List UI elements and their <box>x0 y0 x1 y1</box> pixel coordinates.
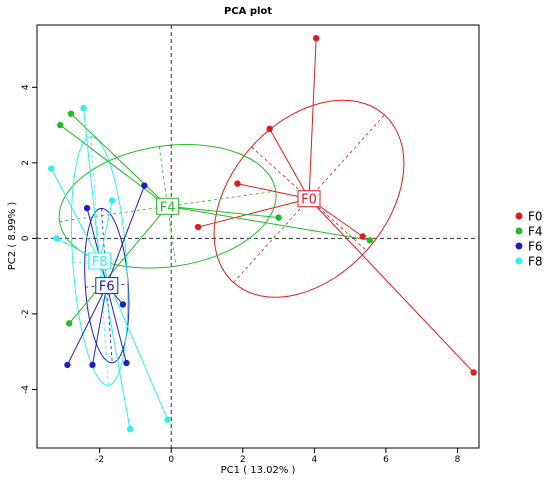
y-tick-label: 0 <box>21 235 31 241</box>
connector-f6 <box>106 185 145 286</box>
x-tick-label: 4 <box>312 455 318 465</box>
point-f8 <box>80 104 87 112</box>
ellipse-layer <box>58 99 405 386</box>
connector-f6 <box>86 208 108 286</box>
x-tick-label: 0 <box>168 455 174 465</box>
centroid-box-f4 <box>156 197 180 215</box>
legend-marker-f4 <box>515 227 523 235</box>
point-layer <box>48 35 477 433</box>
connector-f0 <box>308 38 317 199</box>
connector-f6 <box>66 285 108 366</box>
point-f4 <box>366 237 374 244</box>
x-tick-label: 8 <box>455 455 461 465</box>
point-f6 <box>123 359 130 367</box>
point-f4 <box>275 214 282 221</box>
chart-title: PCA plot <box>224 6 272 17</box>
ellipse-minor-axis-f6 <box>100 208 113 363</box>
legend-marker-f6 <box>515 242 523 250</box>
point-f0 <box>312 35 320 42</box>
connector-f8 <box>83 108 101 262</box>
y-tick-label: -4 <box>21 385 31 394</box>
point-f6 <box>119 301 127 308</box>
point-f6 <box>89 361 96 369</box>
legend-label-f4: F4 <box>528 225 543 239</box>
centroid-label-f8: F8 <box>92 255 108 270</box>
centroid-label-f4: F4 <box>160 200 176 215</box>
point-f8 <box>108 197 116 204</box>
point-f8 <box>164 416 171 423</box>
connector-f0 <box>269 128 310 199</box>
y-tick-label: 2 <box>21 160 31 166</box>
ellipse-minor-axis-f0 <box>251 146 367 251</box>
centroid-box-f6 <box>95 277 119 295</box>
centroid-label-layer: F0 F4 F6 F8 <box>88 190 321 295</box>
y-tick-label: -2 <box>21 309 31 318</box>
point-f6 <box>141 182 148 189</box>
centroid-box-f0 <box>297 190 321 208</box>
legend-label-f0: F0 <box>528 210 543 224</box>
point-f8 <box>53 235 60 242</box>
ellipse-major-axis-f6 <box>85 283 129 288</box>
ellipse-major-axis-f0 <box>233 114 385 283</box>
ellipse-axis-layer <box>59 114 385 386</box>
y-axis-label: PC2 ( 8.99% ) <box>7 202 18 271</box>
legend-marker-f8 <box>515 257 523 265</box>
point-f0 <box>359 233 366 240</box>
point-f0 <box>266 125 273 133</box>
plot-layers: F0 F4 F6 F8 <box>48 35 477 433</box>
x-axis-label: PC1 ( 13.02% ) <box>221 465 296 476</box>
point-f6 <box>64 361 71 369</box>
connector-f4 <box>70 113 168 207</box>
point-f4 <box>57 121 64 129</box>
axis-ticks: -2 0 2 4 6 8 -4 -2 0 2 4 <box>21 84 461 465</box>
y-tick-label: 4 <box>21 84 31 90</box>
legend-label-f6: F6 <box>528 240 543 254</box>
connector-layer <box>50 38 474 430</box>
point-f4 <box>67 110 75 117</box>
connector-f6 <box>91 285 108 365</box>
connector-f0 <box>237 183 310 200</box>
connector-f8 <box>99 200 113 262</box>
point-f4 <box>66 320 73 327</box>
connector-f4 <box>167 205 279 219</box>
reference-lines <box>37 25 479 448</box>
point-f0 <box>470 369 477 376</box>
plot-frame <box>36 24 480 449</box>
legend-label-f8: F8 <box>528 255 543 269</box>
point-f0 <box>194 223 202 231</box>
point-f8 <box>126 425 134 433</box>
x-tick-label: 6 <box>383 455 389 465</box>
point-f8 <box>48 165 55 172</box>
connector-f6 <box>106 285 127 364</box>
connector-f4 <box>167 205 370 241</box>
connector-f0 <box>197 198 310 228</box>
centroid-label-f6: F6 <box>99 280 115 295</box>
ellipse-f0 <box>213 99 405 298</box>
centroid-box-f8 <box>88 252 112 270</box>
centroid-label-f0: F0 <box>301 193 317 208</box>
point-f6 <box>83 204 91 212</box>
connector-f4 <box>68 205 169 324</box>
connector-f8 <box>50 168 101 262</box>
x-tick-label: -2 <box>95 455 104 465</box>
x-tick-label: 2 <box>240 455 246 465</box>
connector-f4 <box>59 124 168 207</box>
connector-f0 <box>308 198 474 373</box>
point-f0 <box>234 180 241 187</box>
legend-marker-f0 <box>515 212 523 220</box>
